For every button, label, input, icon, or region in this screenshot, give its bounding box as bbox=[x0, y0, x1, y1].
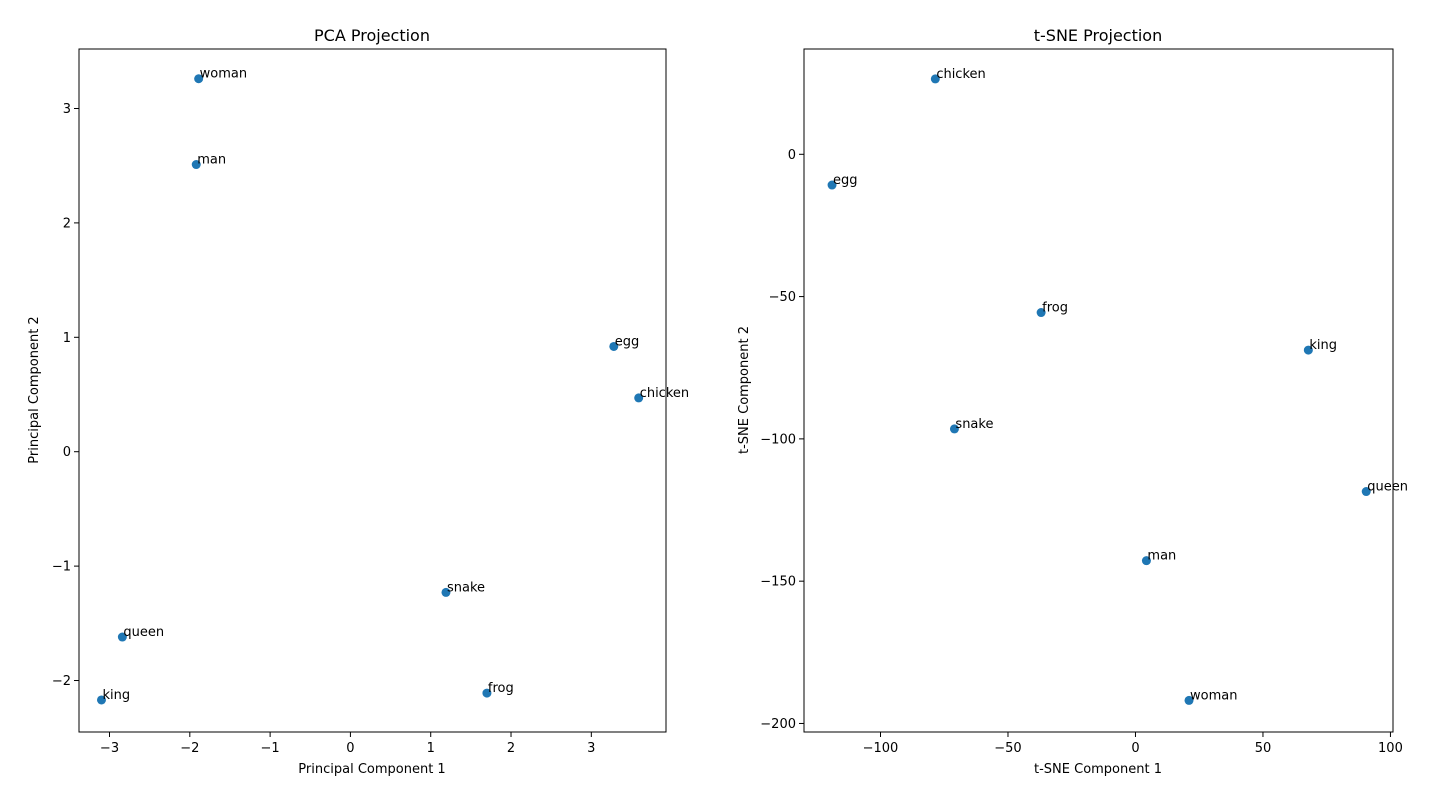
tsne-point-king bbox=[1303, 345, 1313, 355]
pca-point-queen bbox=[117, 632, 127, 642]
tsne-title: t-SNE Projection bbox=[1034, 26, 1162, 45]
pca-axes-frame bbox=[78, 48, 667, 733]
tsne-point-chicken bbox=[930, 74, 940, 84]
tsne-point-woman bbox=[1184, 695, 1194, 705]
pca-y-tick-label: 1 bbox=[63, 331, 71, 346]
pca-point-frog bbox=[482, 688, 492, 698]
tsne-point-snake bbox=[949, 424, 959, 434]
tsne-point-label-man: man bbox=[1147, 549, 1176, 564]
pca-x-tick-label: −3 bbox=[100, 741, 119, 756]
tsne-point-egg bbox=[827, 180, 837, 190]
tsne-y-tick-label: −100 bbox=[760, 432, 796, 447]
pca-point-man bbox=[191, 160, 201, 170]
pca-x-ticks: −3 −2 −1 0 1 2 3 bbox=[100, 732, 595, 756]
pca-point-label-snake: snake bbox=[447, 580, 485, 595]
tsne-point-label-snake: snake bbox=[955, 417, 993, 432]
pca-point-chicken bbox=[634, 393, 644, 403]
pca-point-snake bbox=[441, 587, 451, 597]
tsne-x-tick-label: −100 bbox=[863, 741, 899, 756]
tsne-y-tick-label: 0 bbox=[788, 148, 796, 163]
tsne-point-frog bbox=[1036, 308, 1046, 318]
tsne-point-label-egg: egg bbox=[833, 173, 858, 188]
tsne-point-label-king: king bbox=[1309, 338, 1337, 353]
pca-title: PCA Projection bbox=[314, 26, 430, 45]
tsne-point-label-woman: woman bbox=[1190, 688, 1237, 703]
pca-point-woman bbox=[194, 74, 204, 84]
pca-y-tick-label: 2 bbox=[63, 216, 71, 231]
tsne-point-label-chicken: chicken bbox=[936, 67, 985, 82]
tsne-y-tick-label: −150 bbox=[760, 575, 796, 590]
tsne-axes-frame bbox=[803, 48, 1394, 733]
pca-x-tick-label: −1 bbox=[261, 741, 280, 756]
tsne-y-tick-label: −200 bbox=[760, 717, 796, 732]
pca-point-king bbox=[96, 695, 106, 705]
pca-point-label-man: man bbox=[197, 153, 226, 168]
pca-y-tick-label: −1 bbox=[52, 560, 71, 575]
tsne-point-man bbox=[1141, 556, 1151, 566]
tsne-points: chicken egg frog king snake queen man woman bbox=[827, 67, 1408, 705]
pca-y-tick-label: 3 bbox=[63, 102, 71, 117]
pca-point-label-queen: queen bbox=[123, 625, 164, 640]
tsne-x-tick-label: −50 bbox=[994, 741, 1021, 756]
pca-x-tick-label: 1 bbox=[427, 741, 435, 756]
pca-subplot: PCA Projection woman man egg chicken snake qu… bbox=[27, 26, 689, 777]
tsne-point-label-queen: queen bbox=[1367, 480, 1408, 495]
pca-x-tick-label: 0 bbox=[346, 741, 354, 756]
tsne-x-tick-label: 100 bbox=[1378, 741, 1403, 756]
tsne-x-tick-label: 0 bbox=[1131, 741, 1139, 756]
pca-x-tick-label: 2 bbox=[507, 741, 515, 756]
pca-point-label-woman: woman bbox=[200, 67, 247, 82]
pca-points: woman man egg chicken snake queen frog king bbox=[96, 67, 689, 705]
pca-point-label-chicken: chicken bbox=[640, 386, 689, 401]
tsne-point-queen bbox=[1361, 487, 1371, 497]
tsne-x-ticks: −100 −50 0 50 100 bbox=[863, 732, 1403, 756]
tsne-point-label-frog: frog bbox=[1042, 301, 1068, 316]
pca-y-tick-label: −2 bbox=[52, 674, 71, 689]
tsne-subplot: t-SNE Projection chicken egg frog king snake… bbox=[737, 26, 1408, 777]
tsne-x-tick-label: 50 bbox=[1255, 741, 1272, 756]
pca-y-axis-label: Principal Component 2 bbox=[27, 316, 42, 463]
pca-x-tick-label: 3 bbox=[587, 741, 595, 756]
pca-x-tick-label: −2 bbox=[180, 741, 199, 756]
pca-point-label-king: king bbox=[102, 688, 130, 703]
pca-point-egg bbox=[609, 341, 619, 351]
tsne-y-ticks: 0 −50 −100 −150 −200 bbox=[760, 148, 804, 732]
pca-point-label-egg: egg bbox=[615, 334, 640, 349]
tsne-y-tick-label: −50 bbox=[769, 290, 796, 305]
pca-x-axis-label: Principal Component 1 bbox=[298, 762, 445, 777]
pca-y-tick-label: 0 bbox=[63, 445, 71, 460]
tsne-x-axis-label: t-SNE Component 1 bbox=[1034, 762, 1162, 777]
tsne-y-axis-label: t-SNE Component 2 bbox=[737, 326, 752, 454]
pca-point-label-frog: frog bbox=[488, 681, 514, 696]
pca-y-ticks: −2 −1 0 1 2 3 bbox=[52, 102, 79, 689]
